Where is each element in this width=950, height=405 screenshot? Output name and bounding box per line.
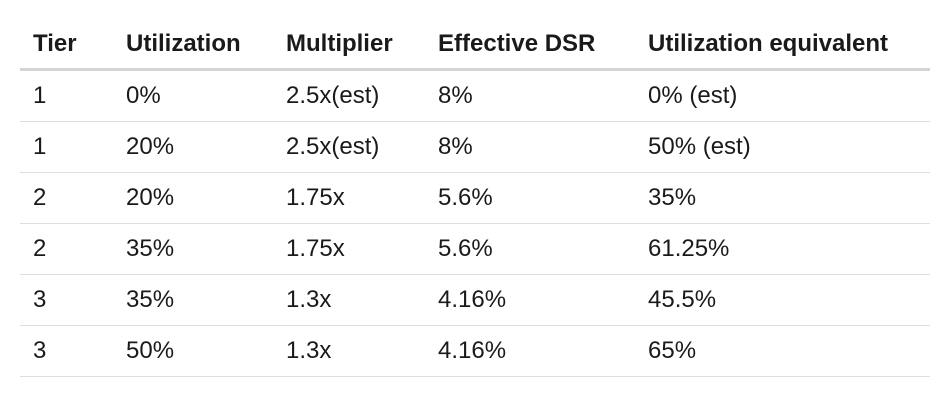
table-header: Tier Utilization Multiplier Effective DS… xyxy=(20,20,930,71)
cell-tier: 2 xyxy=(20,223,113,275)
header-row: Tier Utilization Multiplier Effective DS… xyxy=(20,20,930,71)
cell-effective-dsr: 8% xyxy=(425,121,635,173)
cell-multiplier: 2.5x(est) xyxy=(273,69,425,122)
table-row: 1 20% 2.5x(est) 8% 50% (est) xyxy=(20,121,930,173)
cell-effective-dsr: 4.16% xyxy=(425,274,635,326)
tier-table: Tier Utilization Multiplier Effective DS… xyxy=(20,20,930,377)
cell-effective-dsr: 8% xyxy=(425,69,635,122)
cell-utilization-equivalent: 0% (est) xyxy=(635,69,930,122)
cell-utilization: 35% xyxy=(113,274,273,326)
column-header-utilization-equivalent: Utilization equivalent xyxy=(635,20,930,71)
cell-effective-dsr: 5.6% xyxy=(425,172,635,224)
cell-utilization: 50% xyxy=(113,325,273,377)
cell-multiplier: 2.5x(est) xyxy=(273,121,425,173)
cell-multiplier: 1.3x xyxy=(273,274,425,326)
table-row: 3 35% 1.3x 4.16% 45.5% xyxy=(20,274,930,326)
cell-utilization-equivalent: 61.25% xyxy=(635,223,930,275)
cell-tier: 1 xyxy=(20,121,113,173)
cell-utilization: 0% xyxy=(113,69,273,122)
column-header-tier: Tier xyxy=(20,20,113,71)
cell-multiplier: 1.75x xyxy=(273,172,425,224)
cell-tier: 2 xyxy=(20,172,113,224)
cell-multiplier: 1.75x xyxy=(273,223,425,275)
cell-multiplier: 1.3x xyxy=(273,325,425,377)
cell-utilization-equivalent: 45.5% xyxy=(635,274,930,326)
column-header-utilization: Utilization xyxy=(113,20,273,71)
table-row: 2 20% 1.75x 5.6% 35% xyxy=(20,172,930,224)
cell-utilization-equivalent: 35% xyxy=(635,172,930,224)
cell-utilization-equivalent: 50% (est) xyxy=(635,121,930,173)
table-body: 1 0% 2.5x(est) 8% 0% (est) 1 20% 2.5x(es… xyxy=(20,69,930,377)
cell-tier: 3 xyxy=(20,274,113,326)
column-header-multiplier: Multiplier xyxy=(273,20,425,71)
table-row: 3 50% 1.3x 4.16% 65% xyxy=(20,325,930,377)
cell-utilization-equivalent: 65% xyxy=(635,325,930,377)
cell-utilization: 20% xyxy=(113,172,273,224)
cell-effective-dsr: 4.16% xyxy=(425,325,635,377)
cell-utilization: 35% xyxy=(113,223,273,275)
column-header-effective-dsr: Effective DSR xyxy=(425,20,635,71)
cell-tier: 3 xyxy=(20,325,113,377)
cell-tier: 1 xyxy=(20,69,113,122)
table-row: 2 35% 1.75x 5.6% 61.25% xyxy=(20,223,930,275)
cell-effective-dsr: 5.6% xyxy=(425,223,635,275)
table-row: 1 0% 2.5x(est) 8% 0% (est) xyxy=(20,69,930,122)
cell-utilization: 20% xyxy=(113,121,273,173)
